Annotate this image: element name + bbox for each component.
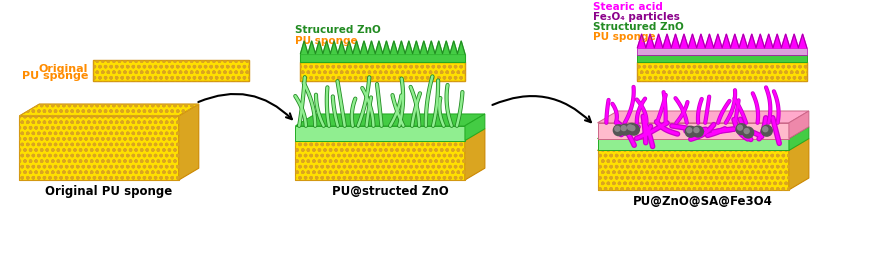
Circle shape: [627, 125, 633, 130]
Polygon shape: [465, 114, 485, 141]
Bar: [637, 55, 807, 62]
Polygon shape: [295, 126, 465, 141]
Polygon shape: [295, 129, 485, 141]
Bar: [93, 60, 249, 81]
Polygon shape: [597, 150, 789, 190]
Polygon shape: [637, 34, 807, 48]
Polygon shape: [179, 104, 198, 180]
Bar: [300, 62, 465, 81]
Text: PU@ZnO@SA@Fe3O4: PU@ZnO@SA@Fe3O4: [633, 195, 773, 208]
Circle shape: [693, 126, 703, 137]
Circle shape: [737, 125, 742, 130]
Text: Original: Original: [39, 64, 88, 74]
Text: Fe₃O₄ particles: Fe₃O₄ particles: [593, 12, 680, 22]
Bar: [637, 48, 807, 55]
Text: Strucured ZnO: Strucured ZnO: [295, 25, 381, 35]
Bar: [637, 62, 807, 81]
Circle shape: [761, 125, 773, 136]
Polygon shape: [789, 127, 809, 150]
Polygon shape: [597, 139, 789, 150]
Text: PU sponge: PU sponge: [593, 32, 655, 42]
Bar: [300, 62, 465, 81]
Bar: [637, 62, 807, 81]
Text: PU sponge: PU sponge: [295, 36, 358, 46]
Polygon shape: [19, 104, 198, 116]
Circle shape: [628, 124, 640, 135]
Circle shape: [626, 123, 637, 134]
Polygon shape: [597, 127, 809, 139]
Circle shape: [694, 128, 699, 132]
Polygon shape: [789, 111, 809, 139]
Text: PU@structed ZnO: PU@structed ZnO: [331, 185, 448, 198]
Circle shape: [615, 126, 620, 131]
Polygon shape: [789, 139, 809, 190]
Circle shape: [687, 128, 692, 133]
Text: Original PU sponge: Original PU sponge: [45, 185, 173, 198]
Text: Structured ZnO: Structured ZnO: [593, 22, 683, 32]
Text: Stearic acid: Stearic acid: [593, 3, 663, 13]
Polygon shape: [295, 114, 485, 126]
Circle shape: [763, 127, 768, 132]
Polygon shape: [465, 129, 485, 180]
Circle shape: [620, 124, 631, 135]
Polygon shape: [597, 139, 809, 150]
Polygon shape: [295, 141, 465, 180]
Bar: [93, 60, 249, 81]
Polygon shape: [597, 111, 809, 123]
Circle shape: [685, 126, 696, 137]
Circle shape: [742, 127, 754, 138]
Text: PU sponge: PU sponge: [22, 71, 88, 81]
Circle shape: [630, 126, 635, 131]
Circle shape: [613, 125, 625, 136]
Circle shape: [744, 129, 750, 134]
Polygon shape: [597, 123, 789, 139]
Bar: [300, 54, 465, 62]
Circle shape: [621, 126, 626, 130]
Circle shape: [736, 124, 747, 135]
Polygon shape: [300, 41, 465, 54]
Polygon shape: [19, 116, 179, 180]
